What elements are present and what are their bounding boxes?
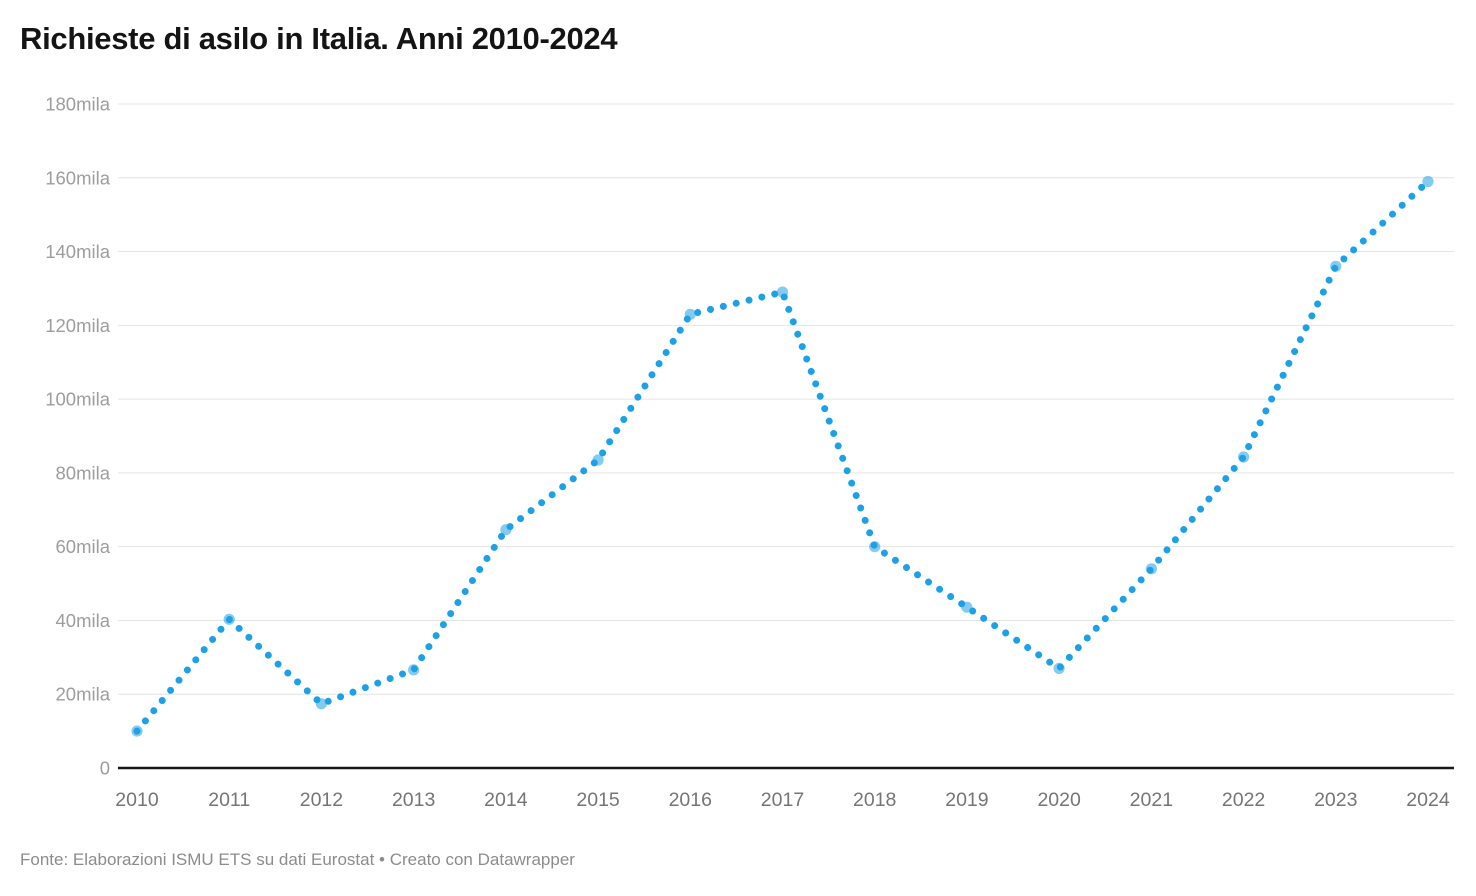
data-point-marker [500,524,512,536]
data-point-marker [776,286,789,298]
x-tick-label: 2017 [761,789,804,811]
data-point-marker [1053,662,1065,675]
x-tick-label: 2013 [392,789,435,811]
y-tick-label: 160mila [45,167,110,188]
x-tick-label: 2022 [1222,789,1265,811]
x-tick-label: 2011 [208,789,250,811]
data-point-marker [1422,175,1434,188]
datawrapper-credit-link[interactable]: Creato con Datawrapper [389,850,575,869]
data-point-marker [1145,563,1157,575]
x-tick-label: 2018 [853,789,896,811]
data-point-marker [408,664,420,676]
data-point-marker [1238,451,1250,463]
data-point-marker [961,601,973,613]
x-tick-label: 2021 [1130,789,1173,811]
data-point-marker [1330,260,1342,272]
y-tick-label: 80mila [56,462,111,483]
x-tick-label: 2010 [115,789,159,811]
chart-title: Richieste di asilo in Italia. Anni 2010-… [20,21,618,56]
y-tick-label: 0 [100,758,110,779]
y-tick-label: 20mila [56,684,111,705]
y-tick-label: 60mila [56,536,111,557]
y-tick-label: 100mila [45,389,110,410]
data-point-marker [684,308,696,320]
source-text: Fonte: Elaborazioni ISMU ETS su dati Eur… [20,850,375,869]
data-point-marker [223,613,235,625]
y-tick-label: 180mila [45,94,110,115]
x-tick-label: 2012 [300,789,343,811]
x-tick-label: 2020 [1037,789,1081,811]
y-tick-label: 120mila [45,315,110,336]
data-line-dotted [133,178,1432,735]
x-tick-label: 2016 [669,789,712,811]
data-point-marker [131,725,143,737]
y-tick-label: 40mila [56,610,111,631]
data-point-marker [869,541,881,553]
x-tick-label: 2015 [576,789,620,811]
y-tick-label: 140mila [45,241,110,262]
data-point-marker [315,698,327,710]
x-tick-label: 2023 [1314,789,1357,811]
chart-footer: Fonte: Elaborazioni ISMU ETS su dati Eur… [20,849,575,870]
x-tick-label: 2014 [484,789,528,811]
footer-separator: • [374,850,390,869]
x-tick-label: 2019 [945,789,988,811]
x-tick-label: 2024 [1406,789,1450,811]
data-point-marker [592,454,604,466]
